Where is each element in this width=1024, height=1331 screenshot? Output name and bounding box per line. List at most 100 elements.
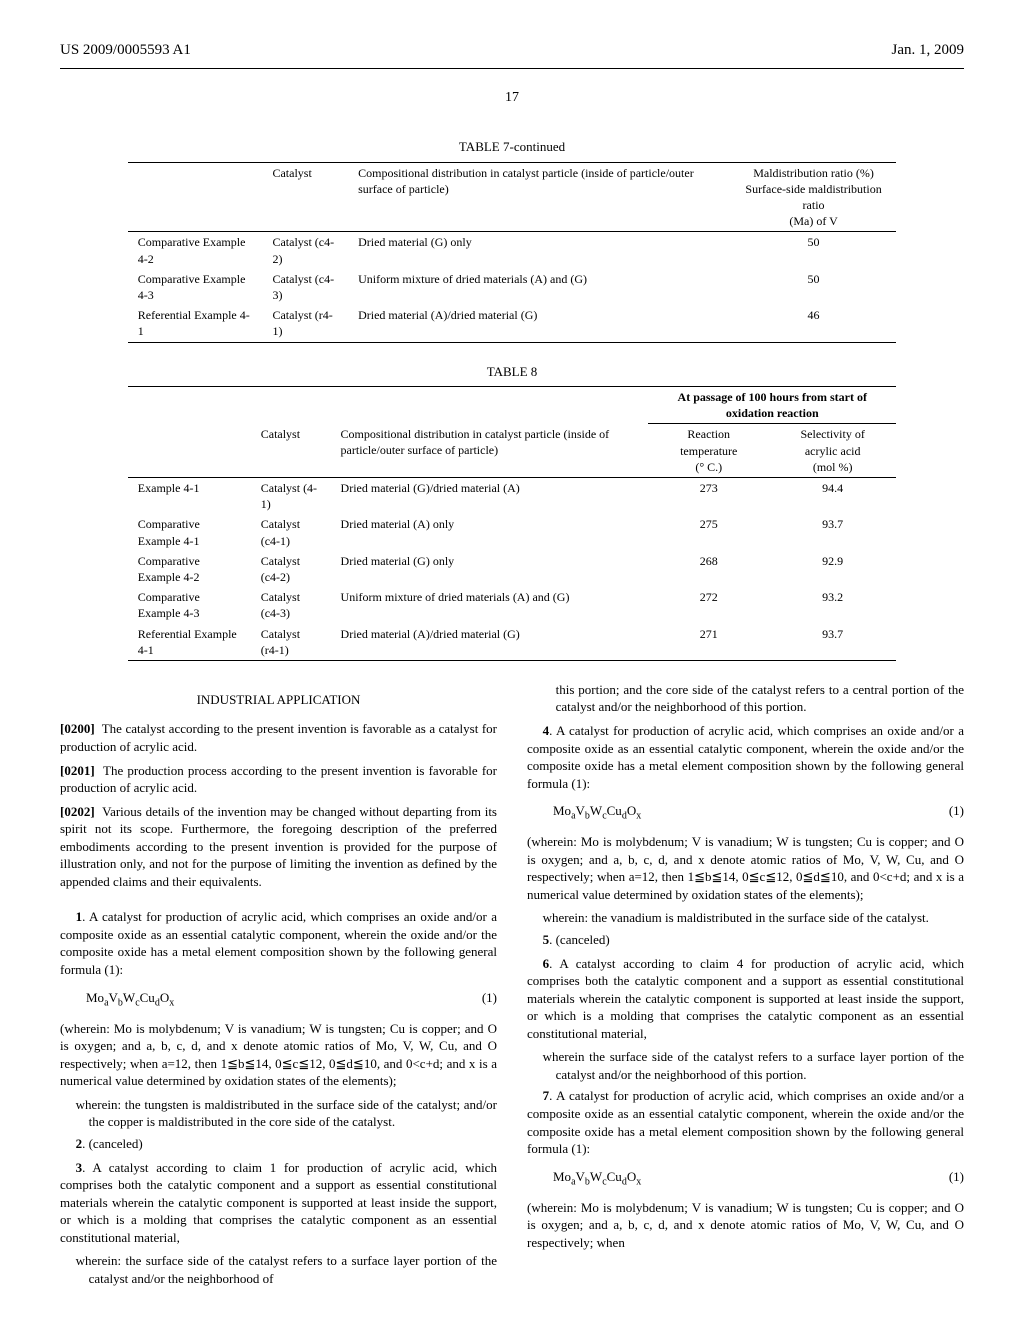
row-label: Example 4-1 xyxy=(128,478,251,515)
formula-4: MoaVbWcCudOx (1) xyxy=(553,802,964,823)
table8-h5-mid: acrylic acid xyxy=(805,444,861,458)
table-row: Referential Example 4-1 Catalyst (r4-1) … xyxy=(128,305,896,342)
row-dist: Dried material (G) only xyxy=(348,232,731,269)
claim-3-cont: this portion; and the core side of the c… xyxy=(527,681,964,716)
row-label: Referential Example 4-1 xyxy=(128,624,251,661)
row-ratio: 46 xyxy=(731,305,896,342)
row-catalyst: Catalyst (c4-2) xyxy=(262,232,348,269)
claim-4-wherein: wherein: the vanadium is maldistributed … xyxy=(527,909,964,927)
row-dist: Dried material (A) only xyxy=(331,514,649,550)
formula-7: MoaVbWcCudOx (1) xyxy=(553,1168,964,1189)
row-catalyst: Catalyst (c4-3) xyxy=(262,269,348,305)
para-text: The catalyst according to the present in… xyxy=(60,721,497,754)
para-num: [0200] xyxy=(60,721,95,736)
left-column: INDUSTRIAL APPLICATION [0200] The cataly… xyxy=(60,681,497,1291)
row-catalyst: Catalyst (c4-2) xyxy=(251,551,331,587)
claim-text: . (canceled) xyxy=(549,932,610,947)
page-header: US 2009/0005593 A1 Jan. 1, 2009 xyxy=(60,40,964,60)
publication-date: Jan. 1, 2009 xyxy=(892,40,965,60)
table-row: Example 4-1 Catalyst (4-1) Dried materia… xyxy=(128,478,896,515)
row-label: Comparative Example 4-3 xyxy=(128,587,251,623)
row-label: Referential Example 4-1 xyxy=(128,305,263,342)
table-row: Referential Example 4-1 Catalyst (r4-1) … xyxy=(128,624,896,661)
para-text: Various details of the invention may be … xyxy=(60,804,497,889)
table8-h2: Catalyst xyxy=(251,424,331,478)
para-0200: [0200] The catalyst according to the pre… xyxy=(60,720,497,755)
table8-h4-bot: (° C.) xyxy=(695,460,722,474)
publication-number: US 2009/0005593 A1 xyxy=(60,40,191,60)
claim-text: . (canceled) xyxy=(82,1136,143,1151)
table7-h4-bot: (Ma) of V xyxy=(789,214,837,228)
row-ratio: 50 xyxy=(731,232,896,269)
row-temp: 273 xyxy=(648,478,769,515)
claim-1-body: (wherein: Mo is molybdenum; V is vanadiu… xyxy=(60,1020,497,1090)
claim-6-wherein: wherein the surface side of the catalyst… xyxy=(527,1048,964,1083)
table7-h4-top: Maldistribution ratio (%) xyxy=(753,166,874,180)
row-catalyst: Catalyst (c4-3) xyxy=(251,587,331,623)
page-number: 17 xyxy=(60,89,964,108)
spacer xyxy=(128,387,649,424)
formula-number: (1) xyxy=(482,989,497,1010)
table8-h5-bot: (mol %) xyxy=(813,460,853,474)
table-row: Comparative Example 4-2 Catalyst (c4-2) … xyxy=(128,232,896,269)
table8-group-row: At passage of 100 hours from start of ox… xyxy=(128,387,896,424)
table7-title: TABLE 7-continued xyxy=(60,138,964,156)
row-dist: Dried material (A)/dried material (G) xyxy=(331,624,649,661)
table8-h4-mid: temperature xyxy=(680,444,737,458)
row-sel: 93.2 xyxy=(769,587,896,623)
claim-lead: . A catalyst for production of acrylic a… xyxy=(527,1088,964,1156)
table-row: Comparative Example 4-3 Catalyst (c4-3) … xyxy=(128,269,896,305)
claim-7: 7. A catalyst for production of acrylic … xyxy=(527,1087,964,1157)
row-dist: Dried material (A)/dried material (G) xyxy=(348,305,731,342)
claim-lead: . A catalyst for production of acrylic a… xyxy=(60,909,497,977)
formula-text: MoaVbWcCudOx xyxy=(553,1168,641,1189)
row-catalyst: Catalyst (r4-1) xyxy=(251,624,331,661)
row-sel: 94.4 xyxy=(769,478,896,515)
row-temp: 275 xyxy=(648,514,769,550)
claim-lead: . A catalyst according to claim 1 for pr… xyxy=(60,1160,497,1245)
table7-h4-mid: Surface-side maldistribution ratio xyxy=(745,182,881,212)
row-catalyst: Catalyst (4-1) xyxy=(251,478,331,515)
industrial-application-heading: INDUSTRIAL APPLICATION xyxy=(60,691,497,709)
table8-h3: Compositional distribution in catalyst p… xyxy=(331,424,649,478)
table7-header-row: Catalyst Compositional distribution in c… xyxy=(128,162,896,232)
table8-h1 xyxy=(128,424,251,478)
para-0202: [0202] Various details of the invention … xyxy=(60,803,497,891)
table8-group-header: At passage of 100 hours from start of ox… xyxy=(648,387,896,424)
table7-h1 xyxy=(128,162,263,232)
table-row: Comparative Example 4-2 Catalyst (c4-2) … xyxy=(128,551,896,587)
row-sel: 93.7 xyxy=(769,624,896,661)
para-text: The production process according to the … xyxy=(60,763,497,796)
body-columns: INDUSTRIAL APPLICATION [0200] The cataly… xyxy=(60,681,964,1291)
claim-4-body: (wherein: Mo is molybdenum; V is vanadiu… xyxy=(527,833,964,903)
claim-1: 1. A catalyst for production of acrylic … xyxy=(60,908,497,978)
table7-h3: Compositional distribution in catalyst p… xyxy=(348,162,731,232)
row-catalyst: Catalyst (r4-1) xyxy=(262,305,348,342)
formula-number: (1) xyxy=(949,1168,964,1189)
row-temp: 272 xyxy=(648,587,769,623)
para-num: [0202] xyxy=(60,804,95,819)
para-num: [0201] xyxy=(60,763,95,778)
row-temp: 268 xyxy=(648,551,769,587)
table8-h4: Reaction temperature (° C.) xyxy=(648,424,769,478)
row-dist: Dried material (G) only xyxy=(331,551,649,587)
table8-h5-top: Selectivity of xyxy=(801,427,865,441)
table8: At passage of 100 hours from start of ox… xyxy=(128,386,896,661)
row-sel: 93.7 xyxy=(769,514,896,550)
formula-1: MoaVbWcCudOx (1) xyxy=(86,989,497,1010)
claim-6: 6. A catalyst according to claim 4 for p… xyxy=(527,955,964,1043)
formula-number: (1) xyxy=(949,802,964,823)
claim-5: 5. (canceled) xyxy=(527,931,964,949)
row-label: Comparative Example 4-2 xyxy=(128,232,263,269)
claim-2: 2. (canceled) xyxy=(60,1135,497,1153)
claim-3: 3. A catalyst according to claim 1 for p… xyxy=(60,1159,497,1247)
claim-lead: . A catalyst for production of acrylic a… xyxy=(527,723,964,791)
table8-title: TABLE 8 xyxy=(60,363,964,381)
row-label: Comparative Example 4-1 xyxy=(128,514,251,550)
row-ratio: 50 xyxy=(731,269,896,305)
formula-text: MoaVbWcCudOx xyxy=(86,989,174,1010)
table7: Catalyst Compositional distribution in c… xyxy=(128,162,896,343)
row-dist: Uniform mixture of dried materials (A) a… xyxy=(348,269,731,305)
row-dist: Dried material (G)/dried material (A) xyxy=(331,478,649,515)
table7-h2: Catalyst xyxy=(262,162,348,232)
